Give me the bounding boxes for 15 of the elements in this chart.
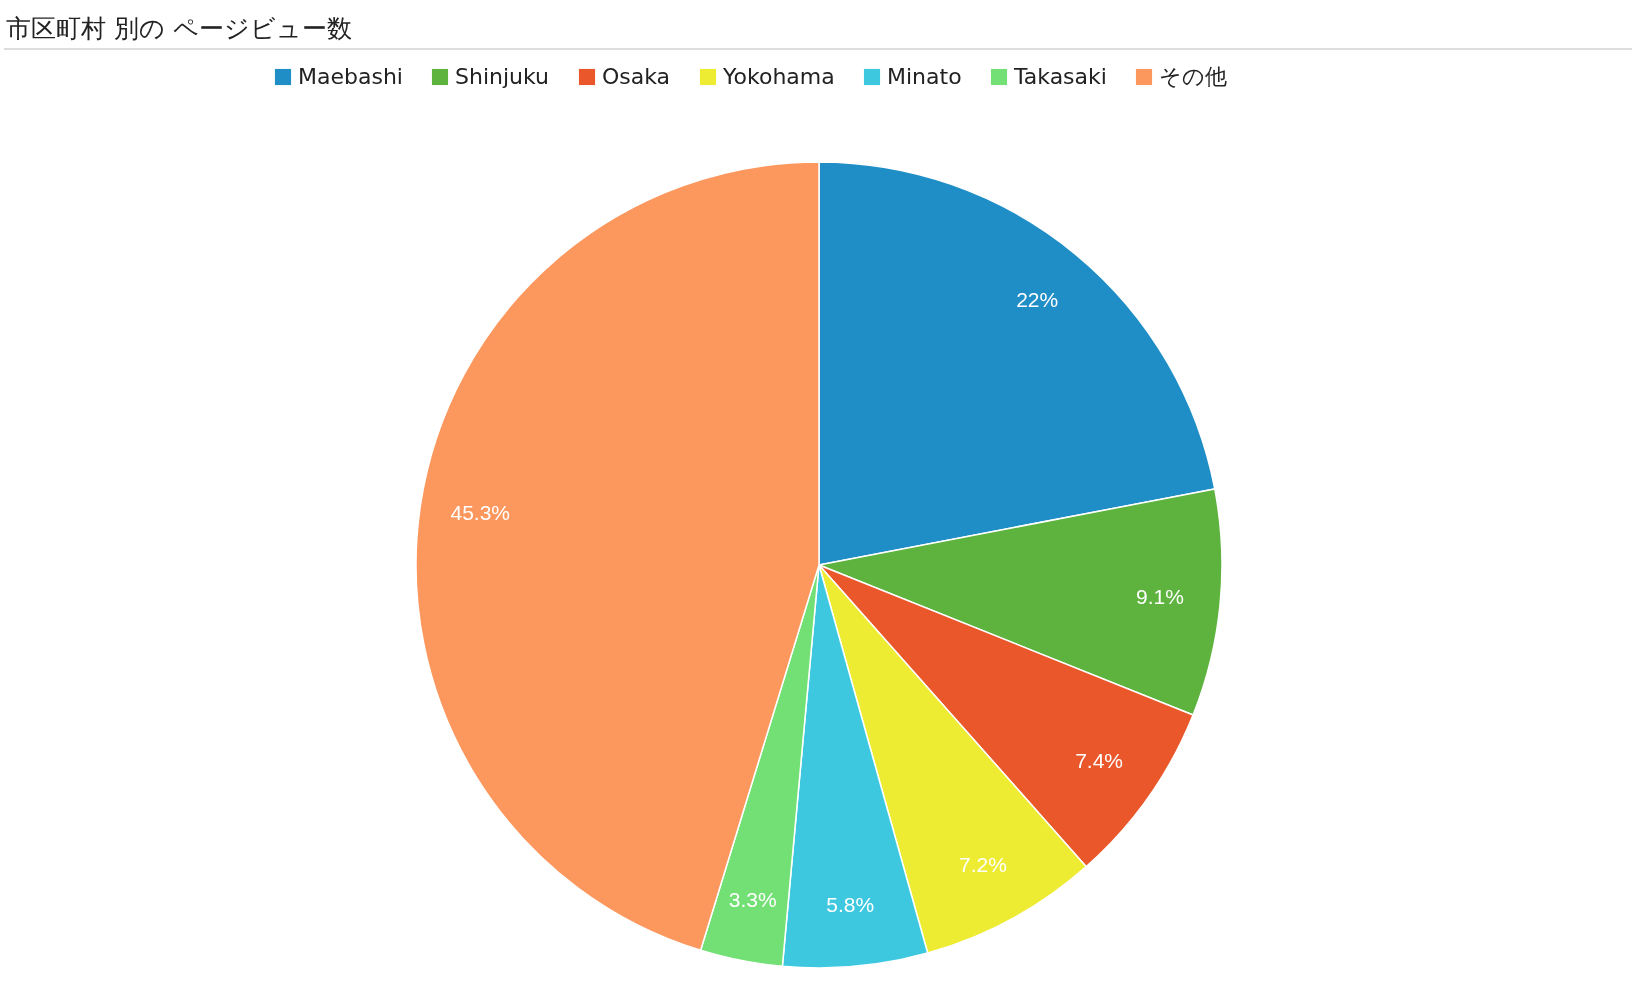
data-label: 22% xyxy=(1016,287,1059,311)
chart-title: 市区町村 別の ページビュー数 xyxy=(4,0,1632,50)
data-label: 5.8% xyxy=(826,893,875,917)
data-label: 3.3% xyxy=(728,888,777,912)
legend-label: Maebashi xyxy=(298,64,403,89)
legend-label: Osaka xyxy=(602,64,671,89)
data-label: 7.2% xyxy=(958,852,1007,876)
data-label: 45.3% xyxy=(450,501,511,525)
data-label: 7.4% xyxy=(1075,749,1124,773)
legend-label: その他 xyxy=(1159,64,1227,89)
data-label: 9.1% xyxy=(1136,584,1184,608)
legend-label: Minato xyxy=(887,64,962,89)
legend-label: Takasaki xyxy=(1013,64,1107,89)
legend-label: Yokohama xyxy=(722,64,835,89)
legend-label: Shinjuku xyxy=(455,64,550,89)
